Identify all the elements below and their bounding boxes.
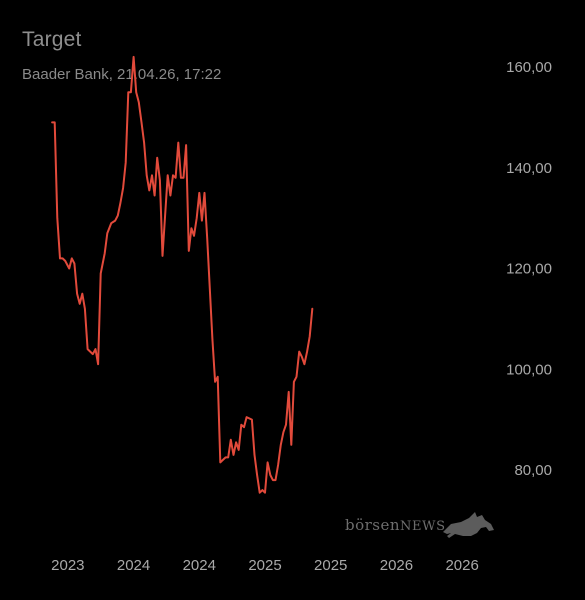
y-tick-label: 160,00: [506, 59, 552, 76]
logo-text: börsenNEWS: [345, 516, 446, 534]
logo-text-part2: NEWS: [400, 519, 446, 534]
plot-area: [51, 55, 314, 494]
boersennews-logo: börsenNEWS: [345, 512, 495, 544]
y-tick-label: 80,00: [514, 462, 552, 479]
y-tick-label: 100,00: [506, 361, 552, 378]
series-line: [51, 55, 314, 494]
x-axis-ticks: 2023 2024 2024 2025 2025 2026 2026: [51, 557, 479, 574]
bull-icon: [443, 512, 494, 538]
y-tick-label: 140,00: [506, 160, 552, 177]
x-tick-label: 2024: [183, 557, 216, 574]
x-tick-label: 2025: [314, 557, 347, 574]
x-tick-label: 2024: [117, 557, 150, 574]
y-tick-label: 120,00: [506, 261, 552, 278]
x-tick-label: 2025: [248, 557, 281, 574]
x-tick-label: 2026: [445, 557, 478, 574]
y-axis-ticks: 80,00 100,00 120,00 140,00 160,00: [506, 59, 552, 479]
chart-title: Target: [22, 28, 82, 51]
logo-text-part1: börsen: [345, 516, 401, 534]
x-tick-label: 2023: [51, 557, 84, 574]
chart-subtitle: Baader Bank, 21.04.26, 17:22: [22, 66, 222, 83]
x-tick-label: 2026: [380, 557, 413, 574]
